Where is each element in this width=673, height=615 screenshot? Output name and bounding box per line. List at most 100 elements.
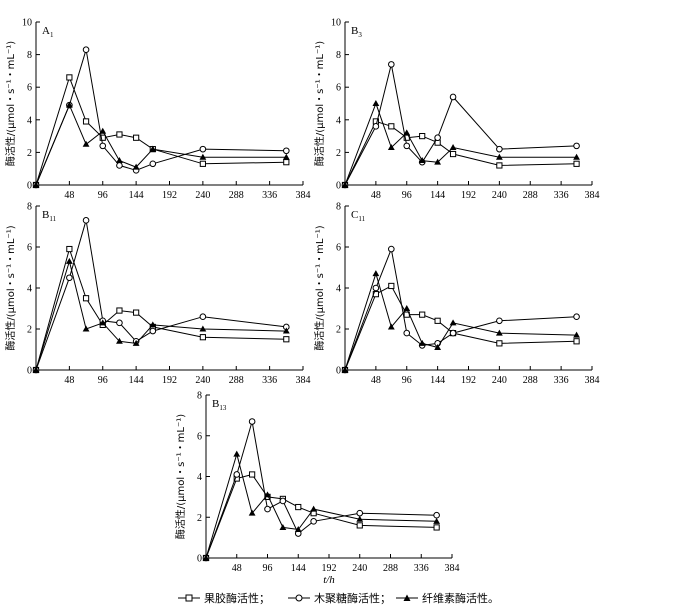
legend-label-cellulase: 纤维素酶活性。 <box>422 591 499 605</box>
circle-marker <box>403 329 411 337</box>
y-tick-label: 2 <box>27 148 32 159</box>
y-tick-label: 6 <box>336 243 341 254</box>
panel-subscript: 1 <box>50 31 54 39</box>
y-tick-label: 0 <box>197 554 202 565</box>
square-marker <box>496 162 503 169</box>
circle-marker <box>199 313 207 321</box>
panel-subscript: 11 <box>358 215 365 223</box>
series-line <box>35 259 287 371</box>
circle-marker <box>449 93 457 101</box>
x-tick-label: 240 <box>352 563 367 574</box>
legend-item-cellulase: 纤维素酶活性。 <box>396 591 499 605</box>
triangle-marker <box>573 331 580 338</box>
triangle-marker <box>341 366 349 373</box>
square-marker <box>434 317 441 324</box>
y-tick-label: 6 <box>336 83 341 94</box>
square-marker <box>573 338 580 345</box>
x-tick-label: 384 <box>445 563 460 574</box>
x-tick-label: 288 <box>523 375 538 386</box>
y-tick-label: 0 <box>27 366 32 377</box>
circle-marker <box>264 505 271 513</box>
y-tick-label: 10 <box>331 18 341 29</box>
series-line <box>344 120 577 186</box>
panel-letter: B <box>42 209 49 221</box>
y-tick-label: 6 <box>27 243 32 254</box>
circle-marker <box>433 511 440 519</box>
square-marker <box>419 311 426 318</box>
triangle-marker <box>279 523 287 530</box>
triangle-marker <box>99 127 107 134</box>
triangle-marker <box>418 339 426 346</box>
x-tick-label: 144 <box>430 190 445 201</box>
triangle-marker <box>356 515 364 522</box>
legend-item-pectinase: 果胶酶活性； <box>178 591 270 605</box>
triangle-marker <box>573 153 580 160</box>
triangle-marker <box>372 270 380 277</box>
square-marker <box>388 123 395 130</box>
triangle-marker <box>199 153 207 160</box>
triangle-marker <box>282 153 290 160</box>
legend: 果胶酶活性； 木聚糖酶活性； 纤维素酶活性。 <box>178 591 499 605</box>
square-marker <box>99 134 106 141</box>
y-tick-label: 6 <box>27 83 32 94</box>
legend-label-pectinase: 果胶酶活性； <box>204 591 270 605</box>
triangle-marker <box>99 319 107 326</box>
triangle-marker <box>116 157 123 164</box>
y-tick-label: 0 <box>336 181 341 192</box>
y-tick-label: 4 <box>27 115 32 126</box>
triangle-marker <box>199 325 207 332</box>
triangle-marker <box>403 305 411 311</box>
panel-b3: 0 2 4 6 8 10 48 96 144 192 240 288 336 384 酶活性/(μmol・s… <box>313 18 600 202</box>
x-tick-label: 336 <box>554 190 569 201</box>
y-tick-label: 8 <box>197 391 202 402</box>
x-tick-label: 192 <box>162 190 177 201</box>
circle-marker <box>149 160 157 168</box>
triangle-marker <box>65 101 73 108</box>
y-tick-label: 10 <box>22 18 32 29</box>
y-tick-label: 8 <box>336 50 341 61</box>
series-line <box>35 220 287 371</box>
y-axis-label: 酶活性/(μmol・s⁻¹・mL⁻¹) <box>313 225 326 350</box>
triangle-marker <box>495 153 503 160</box>
circle-marker <box>233 471 241 478</box>
x-tick-label: 48 <box>64 375 74 386</box>
triangle-marker <box>449 144 457 151</box>
panel-label: A1 <box>42 25 54 39</box>
circle-marker <box>82 217 90 224</box>
circle-marker <box>372 284 380 292</box>
x-tick-label: 48 <box>232 563 242 574</box>
panel-letter: A <box>42 25 50 37</box>
triangle-marker <box>294 525 302 532</box>
square-marker <box>283 159 290 166</box>
series-line <box>344 64 577 186</box>
square-marker <box>199 160 206 167</box>
panel-letter: B <box>212 398 219 410</box>
triangle-marker <box>282 327 290 334</box>
triangle-marker <box>372 100 380 106</box>
circle-marker <box>116 162 123 169</box>
y-tick-label: 2 <box>336 148 341 159</box>
circle-marker <box>496 145 503 153</box>
triangle-marker <box>248 509 256 516</box>
triangle-marker <box>495 329 503 336</box>
x-tick-label: 384 <box>296 190 311 201</box>
circle-marker <box>66 274 73 282</box>
square-marker <box>356 522 363 529</box>
circle-marker <box>248 418 256 425</box>
x-tick-label: 240 <box>195 190 210 201</box>
x-tick-label: 384 <box>296 375 311 386</box>
x-tick-label: 144 <box>291 563 306 574</box>
panel-label: B11 <box>42 209 57 223</box>
triangle-marker <box>116 337 123 344</box>
y-tick-label: 0 <box>336 366 341 377</box>
x-tick-label: 288 <box>229 190 244 201</box>
legend-circle-marker <box>295 594 303 602</box>
circle-marker <box>99 142 107 150</box>
square-marker <box>116 131 123 138</box>
square-marker <box>133 134 140 141</box>
x-tick-label: 384 <box>585 190 600 201</box>
triangle-marker <box>32 181 40 188</box>
circle-marker <box>449 329 457 337</box>
circle-marker <box>310 518 317 525</box>
